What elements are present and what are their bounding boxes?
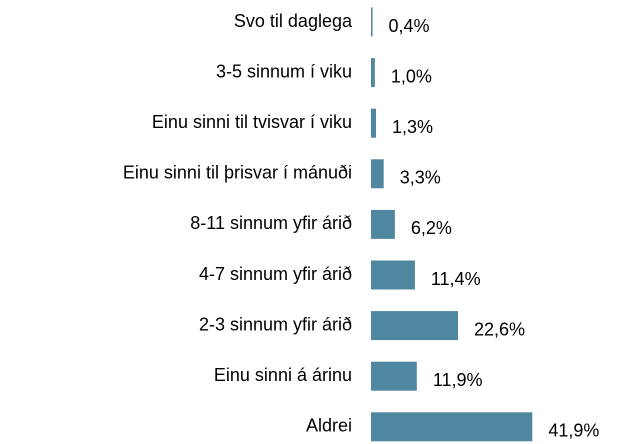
bar: [371, 260, 415, 290]
value-label: 11,9%: [433, 370, 483, 390]
bar: [371, 311, 459, 341]
category-label: Aldrei: [306, 416, 352, 436]
bar: [371, 361, 417, 391]
category-label: 2-3 sinnum yfir árið: [199, 314, 352, 334]
value-label: 3,3%: [400, 168, 441, 188]
bar: [371, 108, 377, 138]
bar: [371, 58, 375, 88]
bar: [371, 209, 395, 239]
value-label: 0,4%: [389, 16, 430, 36]
value-label: 22,6%: [474, 319, 525, 339]
value-label: 11,4%: [431, 269, 481, 289]
value-label: 1,0%: [391, 66, 432, 86]
category-label: Einu sinni á árinu: [214, 365, 352, 385]
bar: [371, 159, 384, 189]
category-label: Einu sinni til tvisvar í viku: [152, 112, 352, 132]
category-label: 4-7 sinnum yfir árið: [199, 264, 352, 284]
value-label: 6,2%: [411, 218, 452, 238]
bar: [371, 7, 373, 37]
category-label: 3-5 sinnum í viku: [216, 61, 352, 81]
category-label: Svo til daglega: [234, 11, 353, 31]
value-label: 41,9%: [548, 421, 599, 441]
value-label: 1,3%: [392, 117, 433, 137]
category-label: 8-11 sinnum yfir árið: [190, 213, 352, 233]
bar: [371, 412, 533, 442]
category-label: Einu sinni til þrisvar í mánuði: [123, 163, 352, 183]
